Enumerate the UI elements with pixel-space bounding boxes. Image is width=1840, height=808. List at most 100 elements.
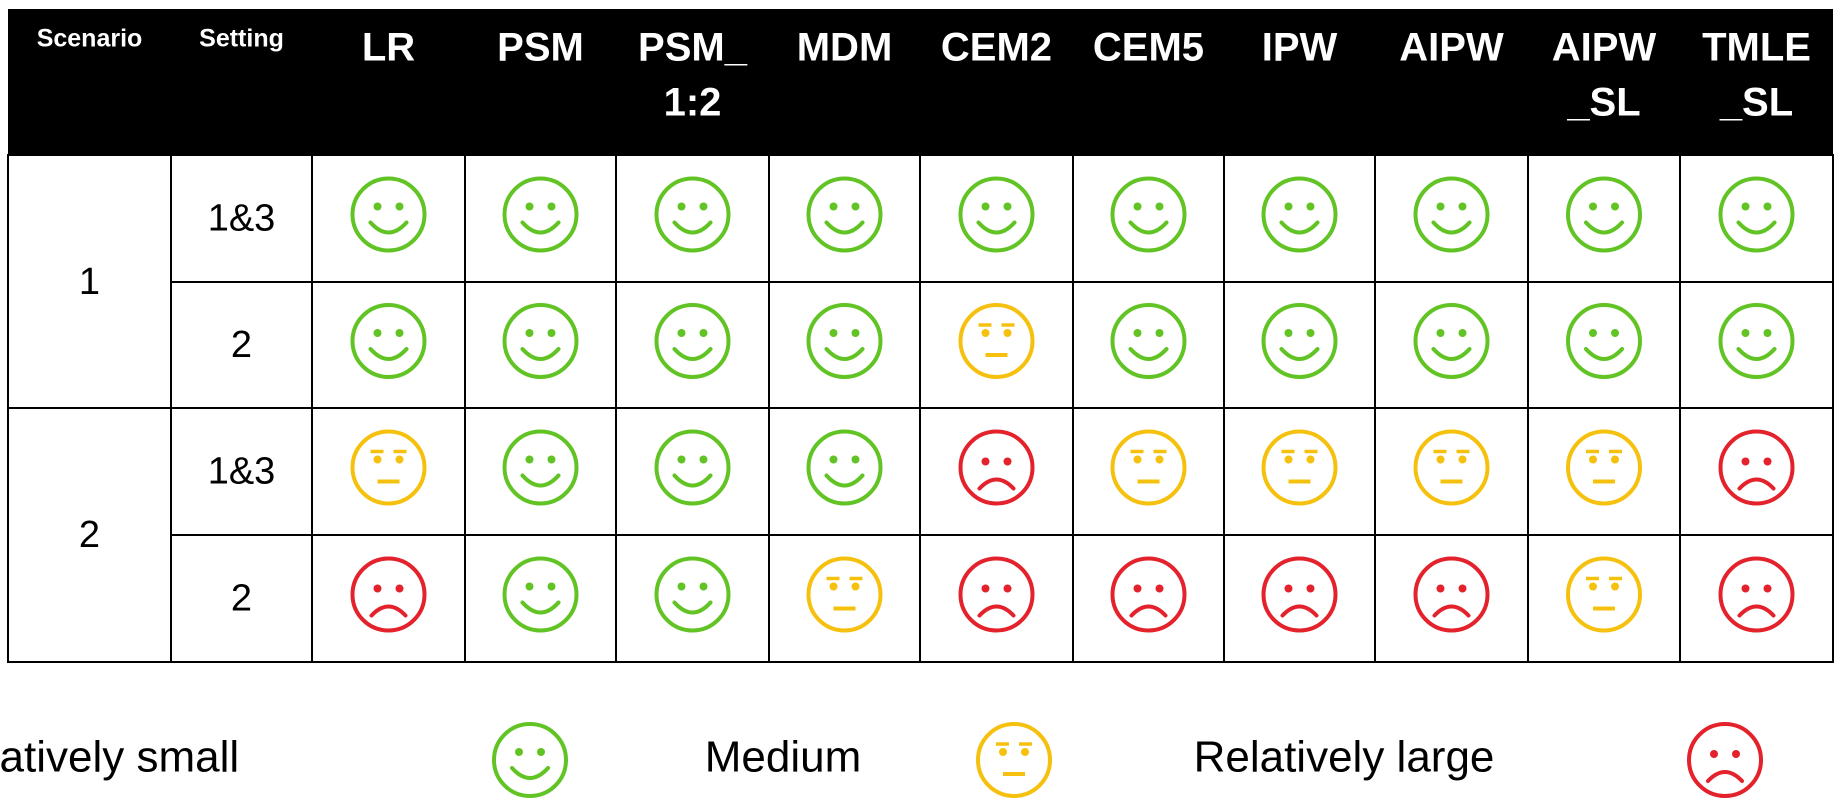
face-mouth: [672, 473, 713, 488]
face-eye: [677, 455, 686, 464]
face-mouth: [1431, 347, 1472, 361]
face-mouth: [520, 473, 561, 488]
face-icon: [958, 556, 1035, 633]
face-icon: [1110, 176, 1187, 253]
face-mouth: [976, 220, 1017, 235]
header-cell: AIPW: [1552, 26, 1657, 70]
face-outline: [1413, 429, 1490, 506]
face-icon: [1413, 556, 1490, 633]
face-eye: [1589, 202, 1597, 211]
face-mouth: [824, 347, 865, 361]
face-eye: [395, 455, 404, 464]
face-outline: [654, 429, 731, 506]
face-eye: [1458, 329, 1467, 337]
face-icon: [1413, 429, 1490, 506]
face-eye: [1306, 329, 1315, 337]
face-icon: [1718, 176, 1795, 253]
face-eye: [851, 202, 860, 211]
face-eye: [547, 329, 556, 337]
face-outline: [502, 176, 579, 253]
face-eye: [1741, 457, 1750, 466]
face-mouth: [1736, 220, 1777, 235]
face-outline: [958, 176, 1035, 253]
face-icon: [958, 176, 1035, 253]
face-outline: [806, 303, 883, 379]
face-icon: [806, 176, 883, 253]
legend-label: Relatively large: [1194, 733, 1495, 782]
face-outline: [1261, 429, 1338, 506]
face-icon: [1413, 176, 1490, 253]
face-eye: [829, 455, 838, 464]
face-icon: [1566, 303, 1642, 379]
face-eye: [1436, 202, 1445, 211]
face-mouth: [520, 220, 561, 235]
face-mouth: [368, 220, 409, 235]
face-eye: [1306, 202, 1315, 211]
face-eye: [677, 582, 686, 591]
header-cell: IPW: [1262, 26, 1338, 70]
face-mouth: [1736, 347, 1777, 361]
face-icon: [1261, 303, 1338, 379]
face-icon: [1566, 556, 1642, 633]
face-mouth: [1584, 347, 1624, 361]
face-eye: [547, 455, 556, 464]
face-eye: [1003, 457, 1012, 466]
face-eye: [1741, 202, 1750, 211]
face-mouth: [672, 220, 713, 235]
face-eye: [1732, 750, 1740, 758]
header-cell: _SL: [1566, 81, 1640, 125]
face-outline: [350, 556, 427, 633]
face-outline: [1261, 176, 1338, 253]
face-eye: [525, 329, 534, 337]
face-eye: [1589, 455, 1597, 464]
face-eye: [373, 329, 382, 337]
face-eye: [373, 202, 382, 211]
face-eye: [699, 329, 708, 337]
face-outline: [350, 303, 427, 379]
face-eye: [851, 582, 860, 591]
face-eye: [999, 748, 1007, 756]
face-eye: [1155, 584, 1164, 593]
face-outline: [1566, 556, 1642, 633]
face-eye: [851, 455, 860, 464]
face-mouth: [1129, 604, 1168, 618]
face-eye: [1763, 202, 1772, 211]
face-outline: [958, 429, 1035, 506]
face-outline: [502, 303, 579, 379]
face-eye: [373, 455, 382, 464]
header-cell: CEM5: [1093, 26, 1204, 70]
face-outline: [1261, 303, 1338, 379]
face-mouth: [1279, 220, 1320, 235]
face-icon: [654, 556, 731, 633]
face-mouth: [1280, 604, 1319, 618]
face-eye: [699, 582, 708, 591]
face-mouth: [824, 473, 865, 488]
header-cell: AIPW: [1399, 26, 1504, 70]
face-eye: [395, 584, 404, 593]
face-icon: [654, 303, 731, 379]
face-outline: [1413, 303, 1490, 379]
face-eye: [1589, 329, 1597, 337]
legend-label: No or relatively small: [0, 733, 239, 782]
face-outline: [492, 722, 568, 798]
face-eye: [1436, 329, 1445, 337]
face-eye: [1458, 455, 1467, 464]
face-eye: [1021, 748, 1029, 756]
face-icon: [1261, 429, 1338, 506]
face-outline: [806, 176, 883, 253]
face-icon: [1110, 556, 1187, 633]
face-icon: [958, 303, 1035, 379]
face-icon: [1261, 176, 1338, 253]
face-icon: [350, 429, 427, 506]
face-eye: [1133, 202, 1142, 211]
setting-cell: 2: [231, 578, 252, 620]
face-eye: [981, 457, 990, 466]
face-eye: [1611, 202, 1619, 211]
face-outline: [806, 429, 883, 506]
header-cell: Scenario: [37, 25, 143, 53]
face-mouth: [1706, 770, 1744, 783]
face-eye: [395, 202, 404, 211]
face-outline: [1566, 303, 1642, 379]
face-mouth: [1431, 220, 1472, 235]
